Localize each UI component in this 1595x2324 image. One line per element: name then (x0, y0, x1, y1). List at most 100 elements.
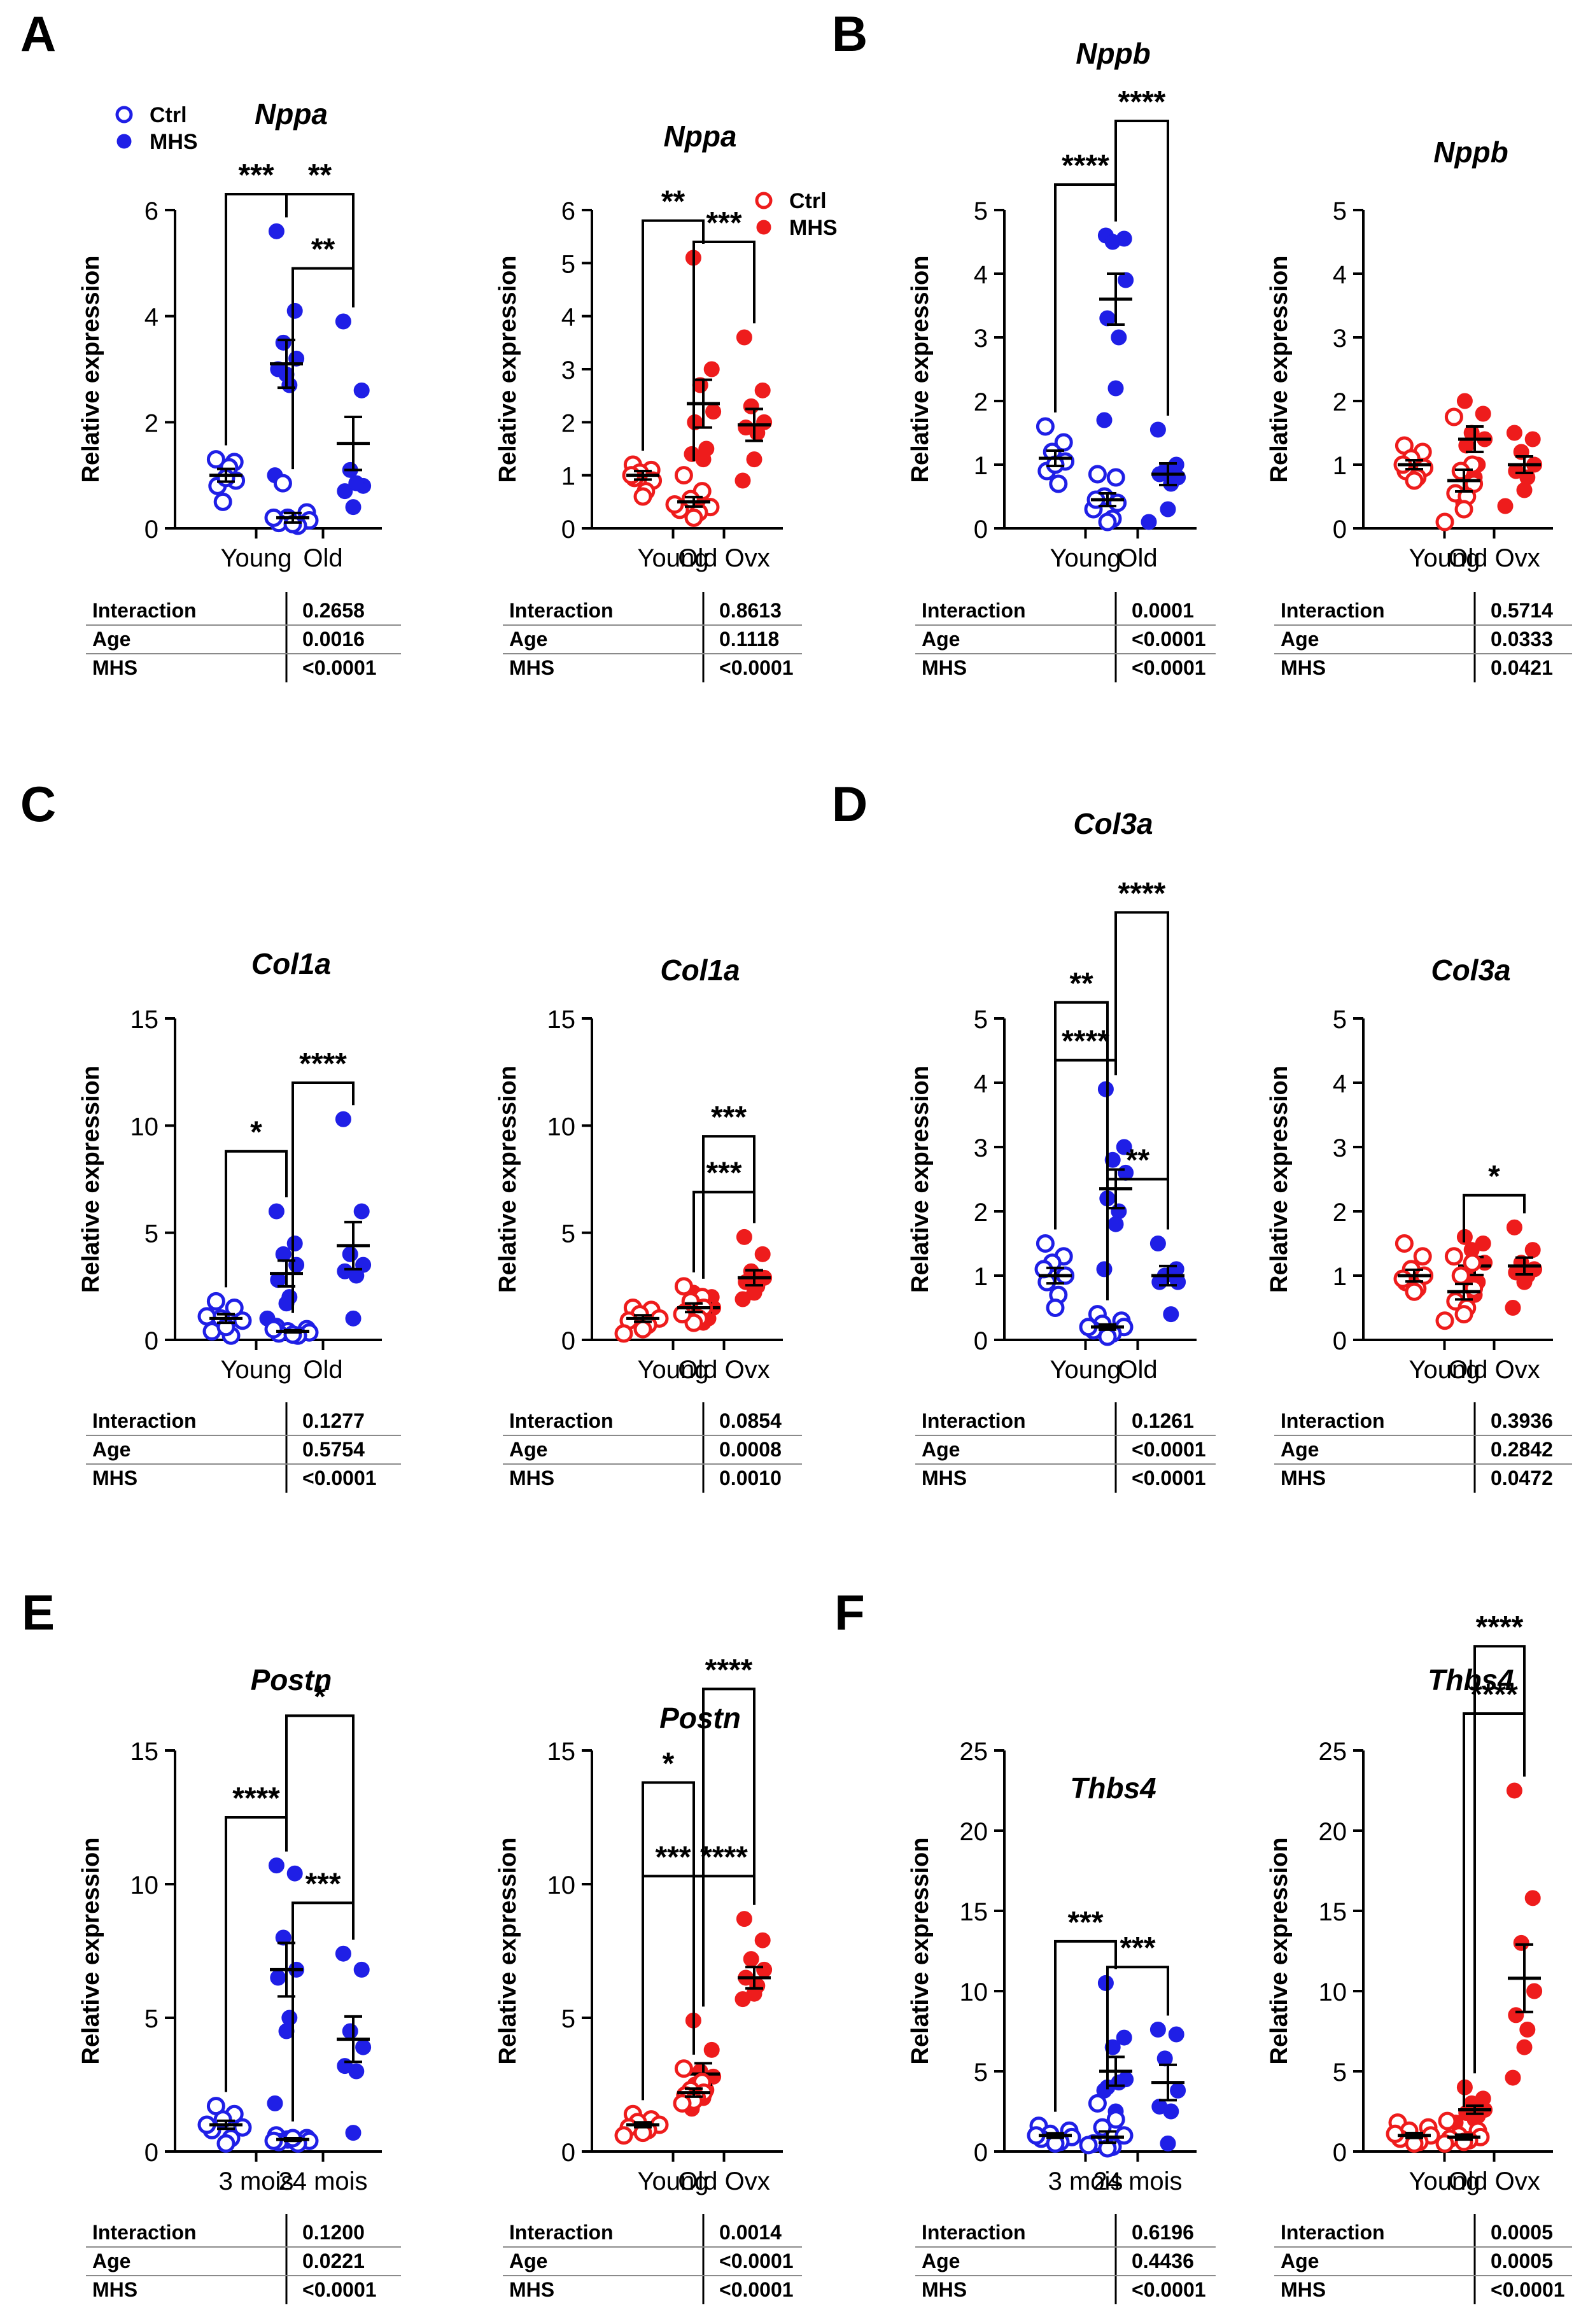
data-point (286, 302, 303, 319)
data-point (703, 2041, 720, 2058)
data-point (1163, 1306, 1179, 1323)
stats-label: MHS (1281, 1467, 1326, 1489)
y-tick-label: 25 (1319, 1738, 1347, 1766)
data-point (268, 1203, 285, 1220)
x-tick-label: Young (1409, 1356, 1480, 1384)
x-tick-label: Young (638, 544, 709, 572)
panel-letter-B: B (832, 6, 868, 62)
data-point (1405, 471, 1424, 490)
data-point (345, 499, 362, 516)
data-point (1438, 2111, 1457, 2130)
legend-marker-mhs (756, 220, 771, 235)
data-point (1088, 2094, 1107, 2113)
data-point (674, 1277, 693, 1296)
y-axis-label: Relative expression (495, 256, 521, 483)
stats-p-value: 0.1200 (302, 2221, 365, 2244)
x-tick-label: 24 mois (278, 2167, 367, 2195)
chart-title: Col3a (1073, 807, 1153, 840)
significance-label: *** (706, 1157, 741, 1190)
stats-p-value: 0.6196 (1132, 2221, 1194, 2244)
y-tick-label: 10 (547, 1871, 576, 1899)
stats-p-value: 0.0008 (719, 1438, 782, 1461)
data-point (1149, 421, 1166, 438)
data-point (1524, 1242, 1541, 1258)
x-tick-label: Old (303, 544, 342, 572)
stats-label: Interaction (509, 599, 614, 622)
chart-title: Nppb (1433, 136, 1508, 169)
legend-label-mhs: MHS (150, 130, 198, 154)
x-tick-label: Old Ovx (1448, 2167, 1540, 2195)
data-point (1413, 1247, 1432, 1266)
significance-bracket (1463, 1712, 1526, 2108)
x-tick-label: Young (1409, 544, 1480, 572)
y-tick-label: 5 (561, 250, 575, 278)
y-tick-label: 2 (144, 409, 158, 437)
significance-bracket (292, 1081, 355, 1313)
data-point (348, 475, 365, 491)
y-tick-label: 15 (547, 1738, 576, 1766)
y-tick-label: 0 (144, 1327, 158, 1355)
stats-p-value: 0.0221 (302, 2250, 365, 2272)
significance-bracket (1054, 1940, 1117, 2112)
stats-label: MHS (922, 2278, 967, 2301)
data-point (353, 382, 370, 398)
significance-label: **** (1118, 877, 1166, 910)
data-point (743, 398, 759, 414)
stats-table: Interaction 0.2658 Age 0.0016 MHS <0.0001 (86, 592, 401, 682)
stats-label: MHS (922, 656, 967, 679)
significance-label: *** (305, 1867, 341, 1901)
stats-label: Age (92, 628, 130, 651)
legend-marker-mhs (116, 134, 132, 149)
data-point (614, 1324, 633, 1343)
y-tick-label: 15 (130, 1738, 159, 1766)
data-point (673, 2094, 692, 2113)
legend-label-ctrl: Ctrl (789, 189, 827, 213)
stats-table: Interaction 0.6196 Age 0.4436 MHS <0.0001 (915, 2214, 1216, 2304)
y-tick-label: 2 (1333, 388, 1347, 416)
data-point (1107, 1216, 1124, 1232)
x-tick-label: Old (1118, 1356, 1157, 1384)
y-tick-label: 1 (1333, 1263, 1347, 1291)
data-point (1096, 1261, 1113, 1278)
stats-label: MHS (509, 656, 554, 679)
data-point (1506, 1782, 1522, 1799)
stats-p-value: 0.1118 (719, 628, 779, 651)
stats-p-value: 0.8613 (719, 599, 782, 622)
data-point (1104, 1151, 1121, 1168)
data-point (749, 425, 766, 441)
stats-label: Interaction (1281, 599, 1385, 622)
y-axis-label: Relative expression (1266, 256, 1293, 483)
stats-label: Interaction (509, 1409, 614, 1432)
chart-title: Col1a (660, 954, 740, 987)
stats-label: Age (922, 2250, 960, 2272)
stats-p-value: <0.0001 (302, 2278, 377, 2301)
stats-table: Interaction 0.3936 Age 0.2842 MHS 0.0472 (1274, 1402, 1572, 1493)
data-point (1516, 482, 1533, 498)
stats-p-value: <0.0001 (719, 2250, 794, 2272)
significance-bracket (1114, 120, 1169, 416)
data-point (1098, 1327, 1117, 1346)
significance-label: **** (1062, 1025, 1109, 1059)
chart-title: Thbs4 (1070, 1771, 1156, 1805)
stats-p-value: 0.2842 (1491, 1438, 1553, 1461)
data-point (1163, 2103, 1179, 2120)
significance-label: * (1488, 1160, 1500, 1194)
data-point (633, 1320, 652, 1339)
stats-table: Interaction 0.1261 Age <0.0001 MHS <0.0001 (915, 1402, 1216, 1493)
y-tick-label: 1 (974, 1263, 988, 1291)
data-point (206, 1292, 225, 1311)
data-point (1497, 498, 1514, 514)
significance-label: ** (661, 185, 685, 219)
stats-label: Age (922, 628, 960, 651)
y-tick-label: 25 (960, 1738, 988, 1766)
y-tick-label: 1 (561, 463, 575, 491)
data-point (355, 2039, 372, 2055)
significance-label: ** (308, 158, 332, 192)
data-point (286, 1865, 303, 1882)
x-tick-label: Young (638, 2167, 709, 2195)
stats-p-value: <0.0001 (1132, 656, 1206, 679)
